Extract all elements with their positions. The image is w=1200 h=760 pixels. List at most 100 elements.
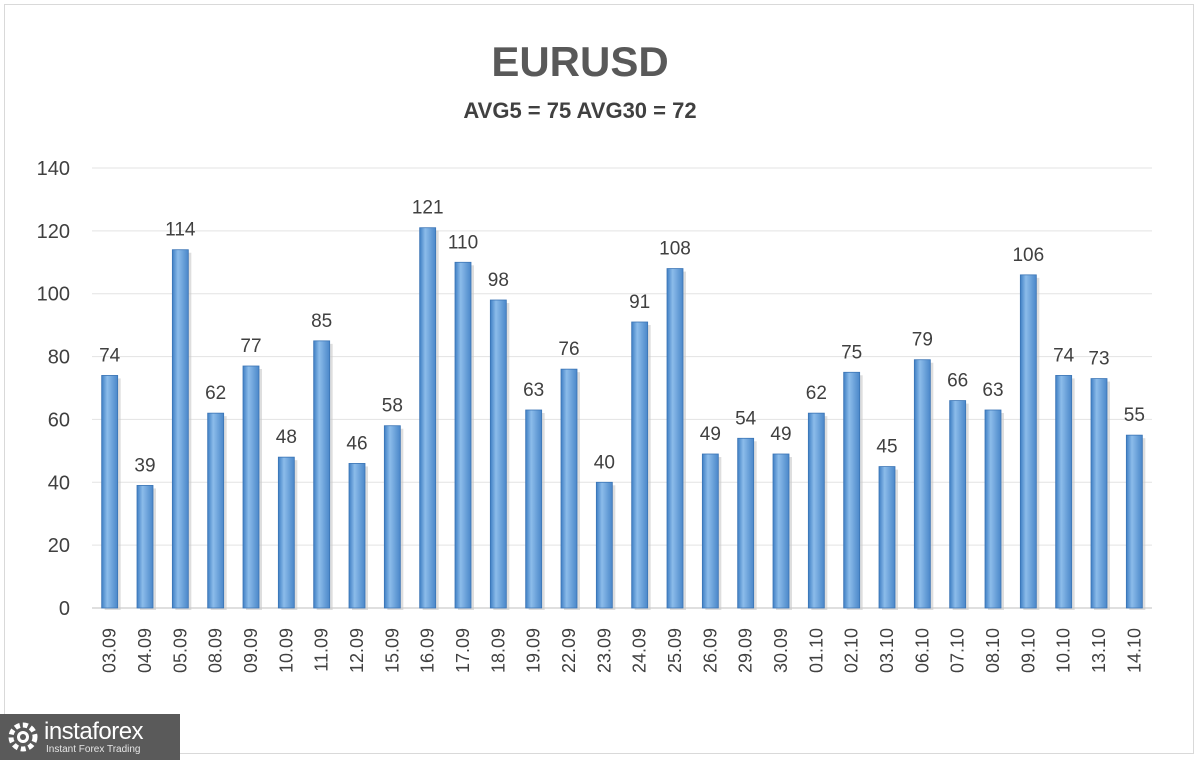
x-tick-label: 03.09 <box>100 628 120 673</box>
bar <box>525 409 543 609</box>
data-label: 40 <box>594 452 615 473</box>
x-tick-label: 09.10 <box>1018 628 1038 673</box>
data-label: 79 <box>912 330 933 351</box>
gear-icon <box>8 722 38 752</box>
data-label: 74 <box>99 345 121 366</box>
x-tick-label: 30.09 <box>771 628 791 673</box>
y-tick-label: 140 <box>37 158 70 180</box>
x-tick-label: 08.09 <box>206 628 226 673</box>
bar <box>207 412 225 609</box>
x-tick-label: 17.09 <box>453 628 473 673</box>
x-tick-label: 16.09 <box>418 628 438 673</box>
x-tick-label: 26.09 <box>700 628 720 673</box>
data-label: 75 <box>841 342 862 363</box>
bar <box>277 456 295 609</box>
chart-title: EURUSD <box>491 38 669 85</box>
data-label: 85 <box>311 311 332 332</box>
bar <box>1090 378 1108 609</box>
x-tick-label: 15.09 <box>382 628 402 673</box>
x-tick-label: 02.10 <box>842 628 862 673</box>
bar <box>454 261 472 609</box>
x-tick-label: 24.09 <box>630 628 650 673</box>
bar <box>242 365 260 609</box>
bar <box>1055 375 1073 609</box>
data-label: 63 <box>982 380 1003 401</box>
bar <box>1019 274 1037 609</box>
bar <box>913 359 931 609</box>
logo-tagline: Instant Forex Trading <box>46 744 141 755</box>
data-label: 74 <box>1053 345 1075 366</box>
data-label: 91 <box>629 292 650 313</box>
bar <box>136 485 154 609</box>
y-tick-label: 100 <box>37 284 70 306</box>
y-tick-label: 40 <box>48 472 70 494</box>
bar <box>171 249 189 609</box>
y-tick-label: 60 <box>48 409 70 431</box>
data-label: 48 <box>276 427 297 448</box>
bar <box>489 299 507 609</box>
data-label: 98 <box>488 270 509 291</box>
x-tick-label: 22.09 <box>559 628 579 673</box>
data-label: 110 <box>448 232 478 253</box>
bar <box>560 368 578 609</box>
y-tick-label: 80 <box>48 347 70 369</box>
x-tick-label: 08.10 <box>983 628 1003 673</box>
data-label: 62 <box>806 383 827 404</box>
x-tick-label: 01.10 <box>806 628 826 673</box>
data-label: 121 <box>412 198 444 219</box>
x-tick-label: 10.09 <box>276 628 296 673</box>
y-tick-label: 120 <box>37 221 70 243</box>
data-label: 49 <box>770 424 791 445</box>
x-tick-label: 14.10 <box>1124 628 1144 673</box>
bar <box>984 409 1002 609</box>
data-label: 54 <box>735 408 757 429</box>
bar <box>313 340 331 609</box>
data-label: 63 <box>523 380 544 401</box>
bar <box>666 268 684 609</box>
x-tick-label: 19.09 <box>524 628 544 673</box>
instaforex-logo: instaforex Instant Forex Trading <box>0 714 180 760</box>
bar <box>949 400 967 609</box>
x-tick-label: 06.10 <box>912 628 932 673</box>
bar <box>383 425 401 609</box>
data-label: 76 <box>558 339 579 360</box>
x-tick-label: 09.09 <box>241 628 261 673</box>
data-label: 108 <box>659 239 691 260</box>
y-tick-label: 20 <box>48 535 70 557</box>
chart-frame <box>4 4 1194 754</box>
bar <box>701 453 719 609</box>
data-label: 77 <box>240 336 261 357</box>
bar <box>419 227 437 609</box>
data-label: 46 <box>346 433 367 454</box>
x-tick-label: 12.09 <box>347 628 367 673</box>
bar <box>878 466 896 609</box>
bar <box>807 412 825 609</box>
bar <box>348 463 366 609</box>
data-label: 66 <box>947 371 968 392</box>
x-tick-label: 29.09 <box>736 628 756 673</box>
chart-subtitle: AVG5 = 75 AVG30 = 72 <box>463 98 697 123</box>
x-tick-label: 25.09 <box>665 628 685 673</box>
x-tick-label: 13.10 <box>1089 628 1109 673</box>
bar <box>101 375 119 609</box>
x-tick-label: 23.09 <box>594 628 614 673</box>
bar <box>772 453 790 609</box>
data-label: 45 <box>876 437 897 458</box>
bar <box>595 481 613 609</box>
bar <box>1125 434 1143 609</box>
bar <box>631 321 649 609</box>
x-tick-label: 07.10 <box>948 628 968 673</box>
x-tick-label: 05.09 <box>170 628 190 673</box>
logo-name: instaforex <box>44 718 144 745</box>
x-tick-label: 10.10 <box>1054 628 1074 673</box>
x-tick-label: 03.10 <box>877 628 897 673</box>
data-label: 58 <box>382 396 403 417</box>
bar <box>843 371 861 609</box>
data-label: 39 <box>134 455 155 476</box>
data-label: 73 <box>1088 349 1109 370</box>
x-tick-label: 11.09 <box>312 628 332 672</box>
data-label: 114 <box>165 220 196 241</box>
x-tick-label: 04.09 <box>135 628 155 673</box>
x-tick-label: 18.09 <box>488 628 508 673</box>
